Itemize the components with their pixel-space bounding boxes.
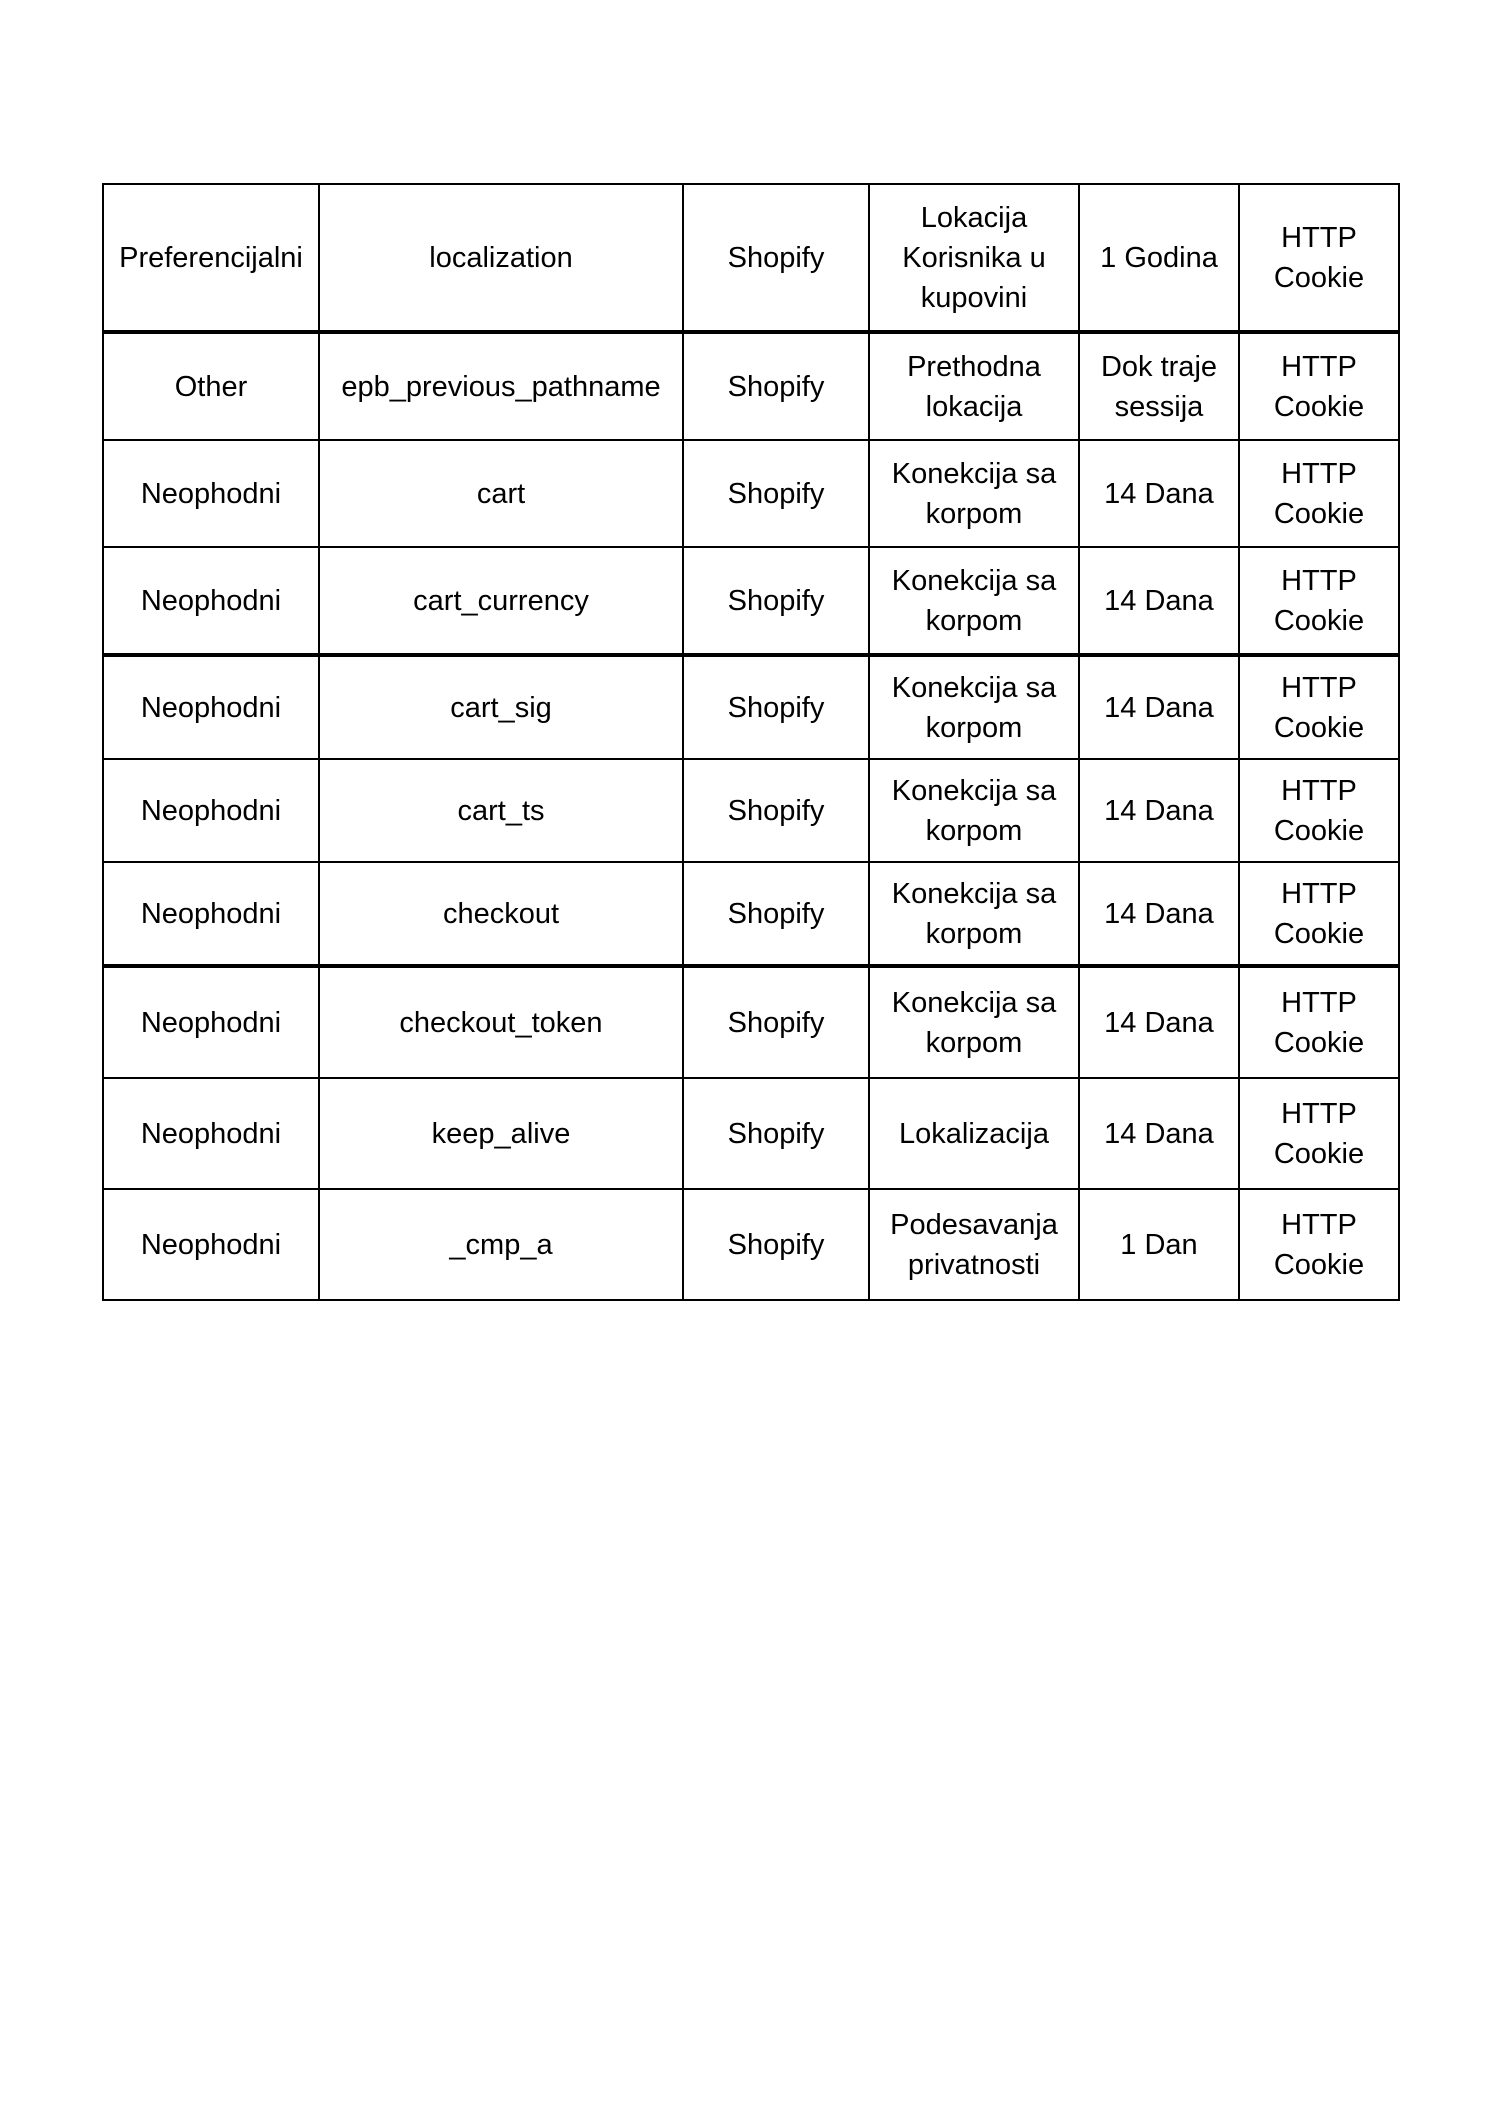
cell-duration: 1 Godina <box>1078 183 1240 332</box>
cell-provider: Shopify <box>682 332 870 441</box>
table-row: Neophodni cart_ts Shopify Konekcija sa korp… <box>102 758 1400 863</box>
cookie-table-segment: Neophodni cart_sig Shopify Konekcija sa kor… <box>102 655 1400 966</box>
cell-name: localization <box>318 183 684 332</box>
cell-type: HTTP Cookie <box>1238 966 1400 1079</box>
cell-name: cart <box>318 439 684 548</box>
cell-category: Preferencijalni <box>102 183 320 332</box>
cell-category: Neophodni <box>102 758 320 863</box>
cell-type: HTTP Cookie <box>1238 1188 1400 1301</box>
cell-purpose: Konekcija sa korpom <box>868 655 1080 760</box>
table-row: Neophodni checkout Shopify Konekcija sa kor… <box>102 861 1400 966</box>
cell-type: HTTP Cookie <box>1238 439 1400 548</box>
cell-name: checkout_token <box>318 966 684 1079</box>
cell-type: HTTP Cookie <box>1238 546 1400 655</box>
cell-purpose: Konekcija sa korpom <box>868 966 1080 1079</box>
cell-duration: Dok traje sessija <box>1078 332 1240 441</box>
cell-provider: Shopify <box>682 861 870 966</box>
cell-duration: 14 Dana <box>1078 1077 1240 1190</box>
cell-provider: Shopify <box>682 655 870 760</box>
cell-purpose: Konekcija sa korpom <box>868 546 1080 655</box>
cell-name: checkout <box>318 861 684 966</box>
cookie-table-segment: Other epb_previous_pathname Shopify Prethod… <box>102 332 1400 655</box>
cell-name: epb_previous_pathname <box>318 332 684 441</box>
cell-purpose: Konekcija sa korpom <box>868 861 1080 966</box>
cell-type: HTTP Cookie <box>1238 1077 1400 1190</box>
cell-category: Neophodni <box>102 655 320 760</box>
cell-duration: 14 Dana <box>1078 861 1240 966</box>
cell-name: cart_ts <box>318 758 684 863</box>
cell-provider: Shopify <box>682 966 870 1079</box>
cell-purpose: Lokacija Korisnika u kupovini <box>868 183 1080 332</box>
cell-category: Neophodni <box>102 439 320 548</box>
cell-purpose: Podesavanja privatnosti <box>868 1188 1080 1301</box>
table-row: Other epb_previous_pathname Shopify Prethod… <box>102 332 1400 441</box>
cell-name: keep_alive <box>318 1077 684 1190</box>
cell-duration: 14 Dana <box>1078 758 1240 863</box>
cell-name: cart_sig <box>318 655 684 760</box>
cell-type: HTTP Cookie <box>1238 183 1400 332</box>
cell-duration: 14 Dana <box>1078 546 1240 655</box>
table-row: Neophodni keep_alive Shopify Lokalizacija 14… <box>102 1077 1400 1190</box>
cookie-table-segment: Neophodni checkout_token Shopify Konekcija … <box>102 966 1400 1301</box>
cell-type: HTTP Cookie <box>1238 758 1400 863</box>
cell-purpose: Konekcija sa korpom <box>868 439 1080 548</box>
table-row: Neophodni cart_sig Shopify Konekcija sa kor… <box>102 655 1400 760</box>
cell-provider: Shopify <box>682 1077 870 1190</box>
cell-duration: 14 Dana <box>1078 655 1240 760</box>
cell-duration: 14 Dana <box>1078 439 1240 548</box>
table-row: Neophodni _cmp_a Shopify Podesavanja privat… <box>102 1188 1400 1301</box>
cell-category: Neophodni <box>102 966 320 1079</box>
cell-type: HTTP Cookie <box>1238 861 1400 966</box>
cell-purpose: Prethodna lokacija <box>868 332 1080 441</box>
cookie-table: Preferencijalni localization Shopify Lokaci… <box>102 183 1400 1301</box>
cell-category: Neophodni <box>102 1077 320 1190</box>
cell-name: cart_currency <box>318 546 684 655</box>
cell-category: Neophodni <box>102 861 320 966</box>
cell-type: HTTP Cookie <box>1238 332 1400 441</box>
cell-provider: Shopify <box>682 439 870 548</box>
cell-type: HTTP Cookie <box>1238 655 1400 760</box>
cell-category: Neophodni <box>102 1188 320 1301</box>
cell-provider: Shopify <box>682 546 870 655</box>
table-row: Neophodni cart Shopify Konekcija sa korpom 1… <box>102 439 1400 548</box>
cell-provider: Shopify <box>682 758 870 863</box>
cell-duration: 14 Dana <box>1078 966 1240 1079</box>
table-row: Preferencijalni localization Shopify Lokaci… <box>102 183 1400 332</box>
cell-duration: 1 Dan <box>1078 1188 1240 1301</box>
cell-name: _cmp_a <box>318 1188 684 1301</box>
cell-provider: Shopify <box>682 1188 870 1301</box>
cell-purpose: Lokalizacija <box>868 1077 1080 1190</box>
table-row: Neophodni cart_currency Shopify Konekcija s… <box>102 546 1400 655</box>
cookie-table-segment: Preferencijalni localization Shopify Lokaci… <box>102 183 1400 332</box>
table-row: Neophodni checkout_token Shopify Konekcija … <box>102 966 1400 1079</box>
cell-category: Neophodni <box>102 546 320 655</box>
cell-purpose: Konekcija sa korpom <box>868 758 1080 863</box>
cell-category: Other <box>102 332 320 441</box>
cell-provider: Shopify <box>682 183 870 332</box>
